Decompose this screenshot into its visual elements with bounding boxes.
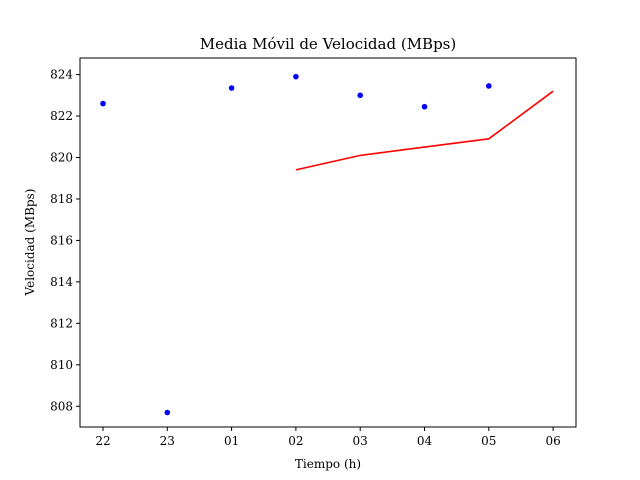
scatter-point bbox=[228, 85, 235, 91]
y-tick-label: 820 bbox=[50, 151, 73, 165]
y-axis-label: Velocidad (MBps) bbox=[23, 189, 37, 297]
scatter-point bbox=[357, 92, 364, 99]
x-axis: 22 23 01 02 03 04 05 06 bbox=[95, 427, 561, 448]
y-tick-label: 818 bbox=[50, 192, 73, 206]
x-tick-label: 01 bbox=[224, 434, 239, 448]
plot-area bbox=[100, 73, 554, 416]
x-tick-label: 02 bbox=[288, 434, 303, 448]
scatter-point bbox=[164, 409, 171, 416]
scatter-point bbox=[293, 73, 299, 80]
x-tick-label: 03 bbox=[353, 434, 368, 448]
y-tick-label: 814 bbox=[50, 275, 73, 289]
x-tick-label: 23 bbox=[160, 434, 175, 448]
x-tick-label: 06 bbox=[545, 434, 560, 448]
x-axis-label: Tiempo (h) bbox=[295, 457, 361, 471]
chart-title: Media Móvil de Velocidad (MBps) bbox=[200, 35, 456, 53]
scatter-point bbox=[486, 83, 492, 89]
y-tick-label: 816 bbox=[50, 233, 73, 247]
scatter-point bbox=[100, 100, 106, 107]
y-tick-label: 812 bbox=[50, 316, 73, 330]
y-axis: 808 810 812 814 816 818 820 822 824 bbox=[50, 68, 80, 413]
axes-frame bbox=[79, 57, 577, 428]
x-tick-label: 22 bbox=[95, 434, 110, 448]
scatter-point bbox=[421, 103, 428, 110]
moving-average-line bbox=[295, 90, 554, 171]
y-tick-label: 824 bbox=[50, 68, 73, 82]
y-tick-label: 810 bbox=[50, 358, 73, 372]
x-tick-label: 05 bbox=[481, 434, 496, 448]
y-tick-label: 822 bbox=[50, 109, 73, 123]
x-tick-label: 04 bbox=[417, 434, 433, 448]
y-tick-label: 808 bbox=[50, 399, 73, 413]
